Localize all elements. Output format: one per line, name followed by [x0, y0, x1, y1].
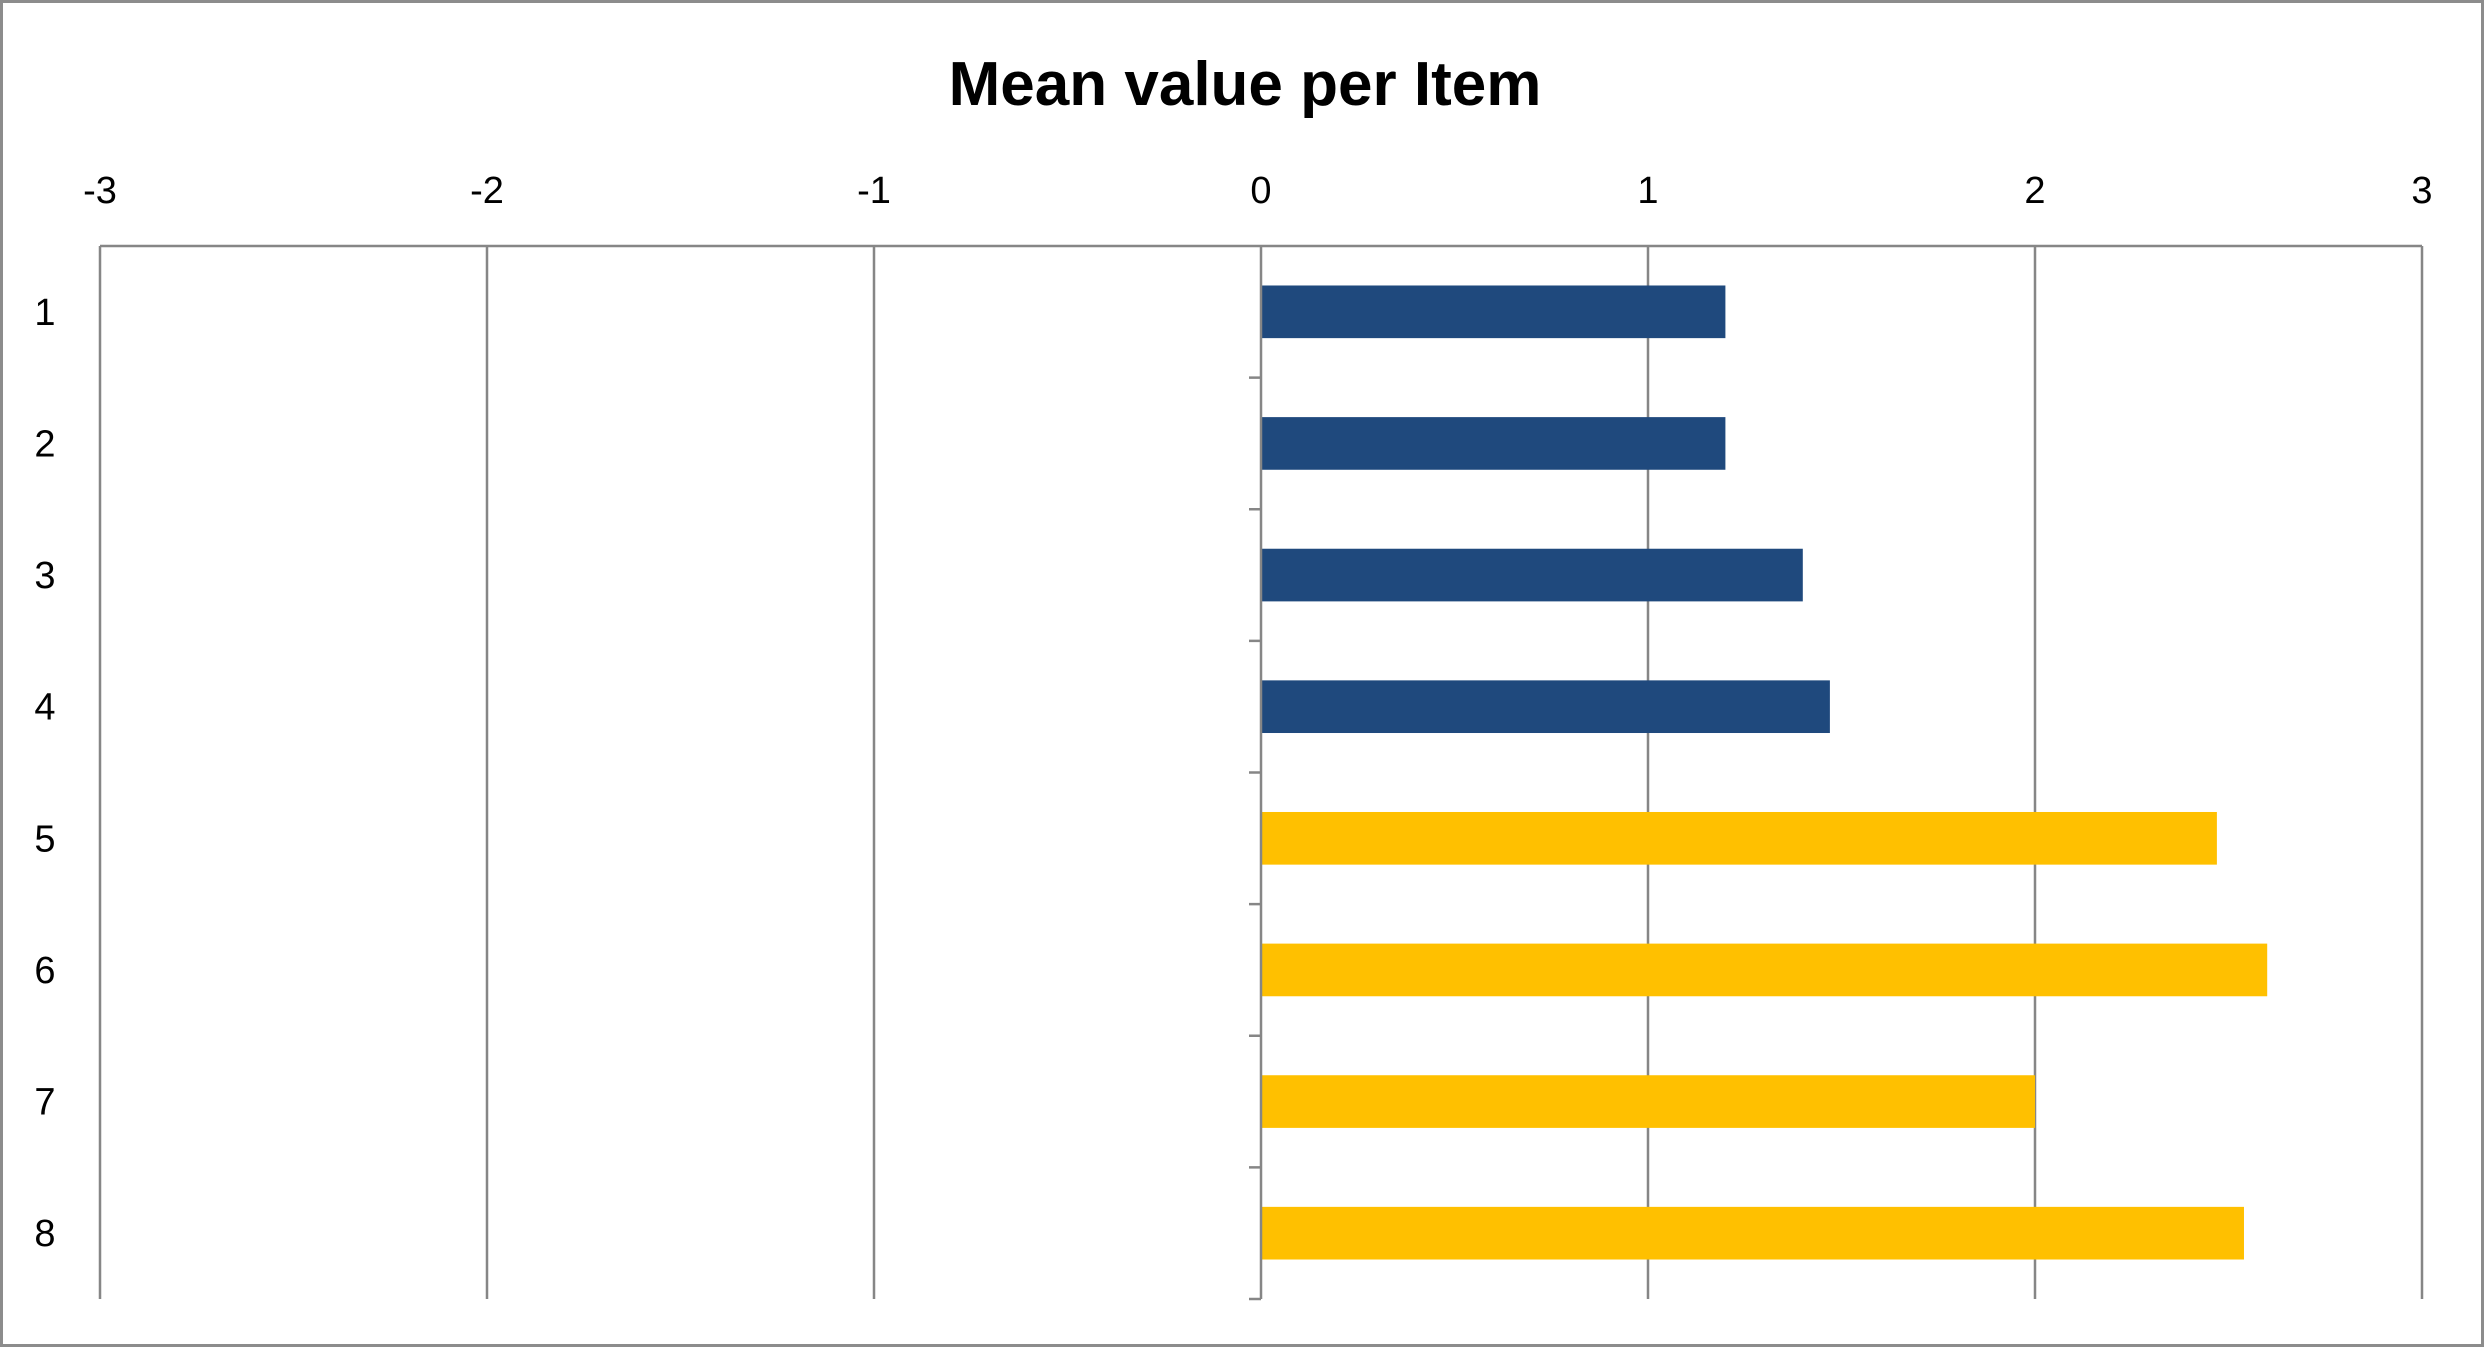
- x-tick-label: -2: [470, 170, 504, 212]
- y-tick-label: 6: [34, 950, 55, 992]
- bar-4: [1261, 680, 1830, 734]
- y-tick-label: 2: [34, 423, 55, 465]
- bar-chart: Mean value per Item -3 -2 -1 0 1 2 3 1 2 3 4 5 6 7 8: [34, 50, 2433, 1301]
- bar-1: [1261, 285, 1726, 339]
- y-tick-label: 1: [34, 292, 55, 334]
- bar-3: [1261, 548, 1803, 602]
- y-tick-label: 8: [34, 1213, 55, 1255]
- bar-5: [1261, 811, 2217, 865]
- y-tick-label: 4: [34, 687, 55, 729]
- x-tick-label: -3: [83, 170, 117, 212]
- bar-2: [1261, 417, 1726, 470]
- chart-title: Mean value per Item: [949, 50, 1542, 119]
- y-axis-tick-labels: 1 2 3 4 5 6 7 8: [34, 292, 55, 1255]
- x-tick-label: -1: [857, 170, 891, 212]
- bar-8: [1261, 1206, 2244, 1260]
- y-tick-label: 7: [34, 1082, 55, 1124]
- bar-7: [1261, 1075, 2035, 1128]
- x-axis-tick-labels: -3 -2 -1 0 1 2 3: [83, 170, 2432, 212]
- bar-6: [1261, 943, 2268, 997]
- y-tick-label: 5: [34, 818, 55, 860]
- x-tick-label: 0: [1250, 170, 1271, 212]
- category-axis: [1249, 246, 1263, 1301]
- x-tick-label: 2: [2024, 170, 2045, 212]
- y-tick-label: 3: [34, 555, 55, 597]
- bars: [1261, 285, 2268, 1260]
- x-tick-label: 1: [1637, 170, 1658, 212]
- x-tick-label: 3: [2411, 170, 2432, 212]
